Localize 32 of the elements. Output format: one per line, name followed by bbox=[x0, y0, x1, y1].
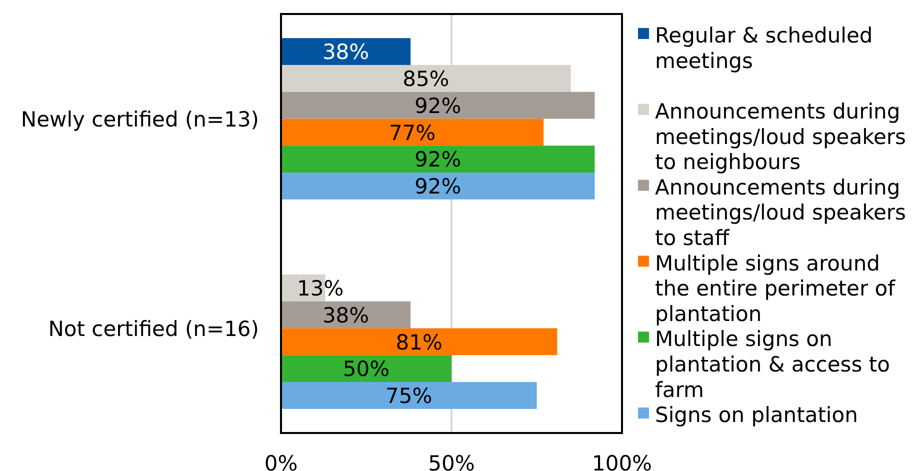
data-label: 13% bbox=[297, 276, 344, 300]
data-label: 50% bbox=[342, 357, 390, 382]
data-label: 81% bbox=[396, 330, 442, 354]
bar bbox=[281, 301, 411, 328]
bar bbox=[281, 64, 571, 92]
data-label: 77% bbox=[388, 120, 436, 145]
legend-label: Multiple signs around the entire perimeter of plantation bbox=[655, 251, 896, 326]
legend-label: Regular & scheduled meetings bbox=[655, 24, 873, 73]
data-label: 92% bbox=[414, 94, 462, 118]
bar bbox=[281, 382, 537, 409]
bar bbox=[281, 355, 452, 382]
x-tick-label: 50% bbox=[428, 452, 475, 471]
bar bbox=[281, 38, 411, 65]
data-label: 38% bbox=[322, 40, 370, 64]
bar bbox=[281, 146, 595, 173]
legend-label: Multiple signs on plantation & access to farm bbox=[655, 327, 890, 402]
y-tick-label: Newly certified (n=13) bbox=[20, 107, 259, 132]
x-tick-label: 0% bbox=[264, 452, 298, 471]
data-label: 92% bbox=[414, 174, 462, 199]
y-tick-label: Not certified (n=16) bbox=[48, 316, 259, 341]
data-label: 75% bbox=[386, 384, 432, 408]
bar bbox=[281, 92, 595, 119]
legend-label: Announcements during meetings/loud speakers to neighbours bbox=[655, 99, 906, 174]
bar bbox=[281, 172, 595, 200]
bar bbox=[281, 118, 544, 146]
x-tick-label: 100% bbox=[592, 452, 652, 471]
data-label: 92% bbox=[414, 148, 462, 172]
bar bbox=[281, 328, 558, 356]
legend-label: Announcements during meetings/loud speakers to staff bbox=[655, 175, 906, 250]
data-label: 38% bbox=[322, 303, 370, 328]
data-label: 85% bbox=[402, 66, 450, 91]
legend-label: Signs on plantation bbox=[655, 403, 858, 428]
